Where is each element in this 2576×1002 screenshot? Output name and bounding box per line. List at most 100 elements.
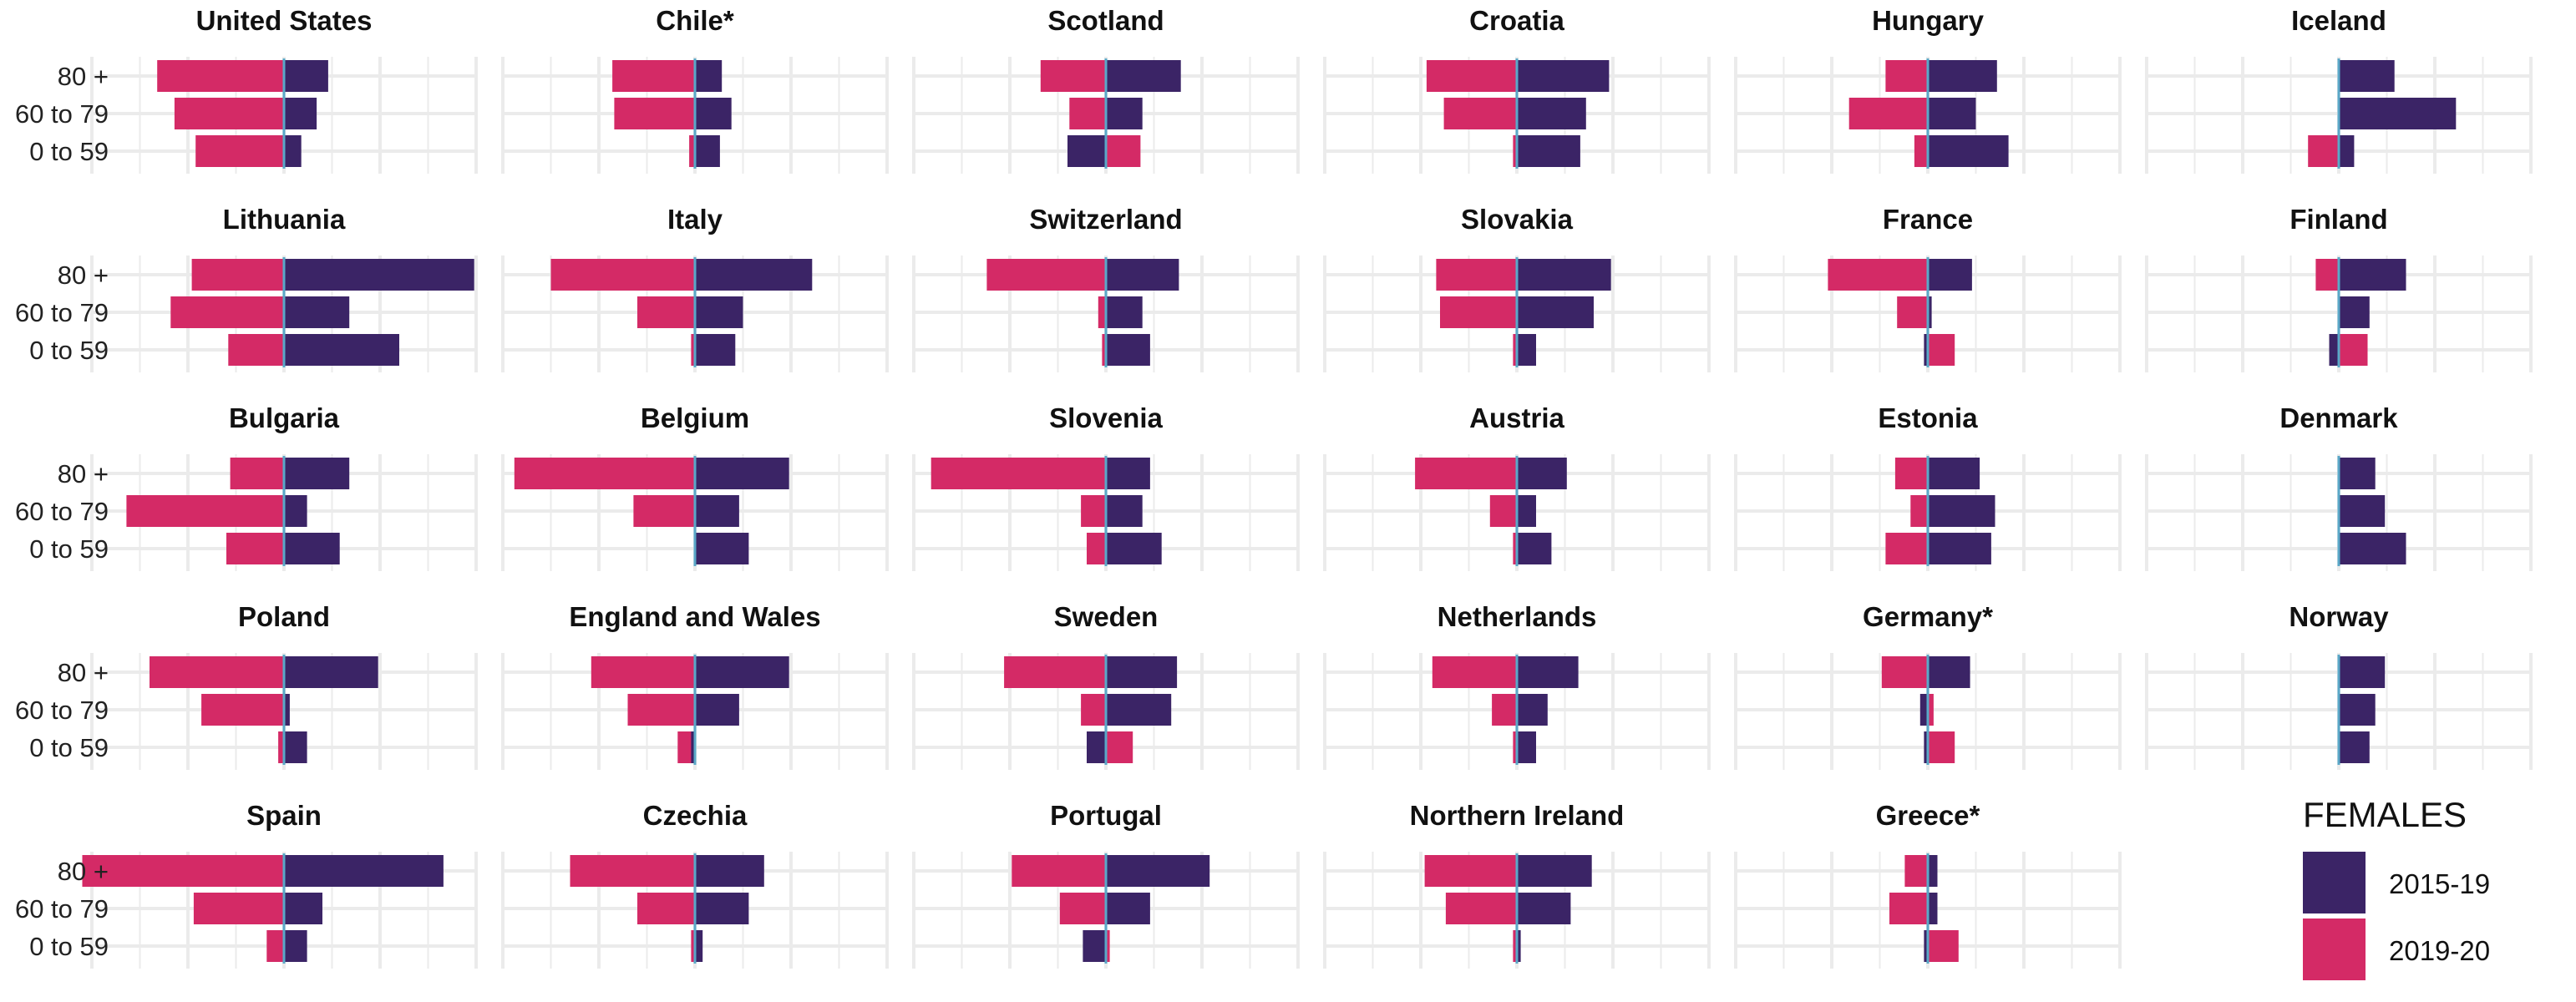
bar-2019-20 <box>201 694 284 726</box>
panel: Denmark <box>2145 402 2533 571</box>
age-tick-label: 80 + <box>58 261 109 290</box>
bar-2015-19 <box>1106 694 1172 726</box>
bar-2019-20 <box>150 656 284 688</box>
bar-2015-19 <box>1928 60 1997 92</box>
bar-2015-19 <box>284 694 290 726</box>
bar-2019-20 <box>1897 296 1928 328</box>
legend: FEMALES 2015-19 2019-20 <box>2303 795 2490 980</box>
bar-2019-20 <box>1828 259 1928 291</box>
bar-2015-19 <box>2339 296 2370 328</box>
bar-2015-19 <box>1517 930 1521 962</box>
panel: Bulgaria 80 + 60 to 79 0 to 59 <box>15 402 478 571</box>
bar-2015-19 <box>2339 731 2370 763</box>
panel-title: Greece* <box>1876 800 1980 831</box>
bar-2015-19 <box>695 259 813 291</box>
bar-2015-19 <box>2339 135 2355 167</box>
panel: Scotland <box>912 5 1300 174</box>
age-tick-label: 0 to 59 <box>29 336 109 365</box>
bar-2015-19 <box>1517 334 1536 366</box>
bar-2015-19 <box>1517 60 1610 92</box>
panel: Northern Ireland <box>1323 800 1711 969</box>
bar-2015-19 <box>695 930 703 962</box>
bar-2015-19 <box>1517 731 1536 763</box>
legend-entry-label: 2015-19 <box>2389 868 2490 899</box>
panel: Slovakia <box>1323 204 1711 372</box>
panel: Italy <box>501 204 889 372</box>
bar-2019-20 <box>1445 893 1517 924</box>
age-tick-label: 60 to 79 <box>15 99 109 129</box>
bar-2019-20 <box>1928 694 1934 726</box>
panel-title: Scotland <box>1047 5 1164 36</box>
bar-2015-19 <box>1106 855 1210 887</box>
bar-2015-19 <box>1517 296 1594 328</box>
bar-2015-19 <box>284 98 317 129</box>
bar-2019-20 <box>1081 495 1106 527</box>
bar-2015-19 <box>1928 533 1991 564</box>
bar-2015-19 <box>284 334 399 366</box>
bar-2015-19 <box>1106 893 1150 924</box>
bar-2015-19 <box>695 656 789 688</box>
bar-2019-20 <box>1881 656 1928 688</box>
bar-2015-19 <box>1517 495 1536 527</box>
age-tick-label: 80 + <box>58 459 109 488</box>
panel-title: Norway <box>2289 601 2389 632</box>
age-tick-label: 0 to 59 <box>29 137 109 166</box>
panel-title: Czechia <box>643 800 748 831</box>
bar-2019-20 <box>1106 135 1141 167</box>
bar-2015-19 <box>1517 533 1552 564</box>
panel-title: Italy <box>667 204 723 235</box>
bar-2015-19 <box>695 60 723 92</box>
bar-2019-20 <box>157 60 284 92</box>
bar-2019-20 <box>627 694 695 726</box>
panel-title: France <box>1883 204 1973 235</box>
bar-2015-19 <box>2339 694 2376 726</box>
bar-2019-20 <box>1415 458 1517 489</box>
panel-title: Sweden <box>1054 601 1159 632</box>
bar-2015-19 <box>2329 334 2339 366</box>
legend-entry-label: 2019-20 <box>2389 935 2490 966</box>
panel: France <box>1734 204 2122 372</box>
bar-2015-19 <box>1928 98 1976 129</box>
bar-2019-20 <box>689 135 695 167</box>
bar-2015-19 <box>1928 893 1938 924</box>
bar-2015-19 <box>695 893 749 924</box>
bar-2019-20 <box>1443 98 1517 129</box>
bar-2015-19 <box>1106 98 1143 129</box>
panel-title: Estonia <box>1878 402 1978 433</box>
panel: Czechia <box>501 800 889 969</box>
panel: Austria <box>1323 402 1711 571</box>
panel-title: Poland <box>238 601 330 632</box>
panel: Netherlands <box>1323 601 1711 770</box>
bar-2019-20 <box>1069 98 1106 129</box>
bar-2019-20 <box>1928 731 1955 763</box>
bar-2019-20 <box>637 893 695 924</box>
panel-title: Portugal <box>1050 800 1162 831</box>
legend-swatch <box>2303 852 2366 913</box>
bar-2015-19 <box>1928 259 1972 291</box>
panel: Switzerland <box>912 204 1300 372</box>
bar-2019-20 <box>1848 98 1928 129</box>
age-tick-label: 60 to 79 <box>15 696 109 725</box>
bar-2015-19 <box>284 135 302 167</box>
bar-2015-19 <box>284 731 307 763</box>
bar-2019-20 <box>1928 930 1959 962</box>
panel-title: Hungary <box>1872 5 1985 36</box>
age-tick-label: 0 to 59 <box>29 733 109 762</box>
bar-2015-19 <box>1517 694 1548 726</box>
bar-2019-20 <box>1059 893 1106 924</box>
panel: Sweden <box>912 601 1300 770</box>
bar-2019-20 <box>174 98 284 129</box>
bar-2019-20 <box>1440 296 1517 328</box>
panel: Poland 80 + 60 to 79 0 to 59 <box>15 601 478 770</box>
bar-2015-19 <box>695 694 739 726</box>
panel: United States 80 + 60 to 79 0 to 59 <box>15 5 478 174</box>
bar-2015-19 <box>1924 731 1928 763</box>
panel-title: Northern Ireland <box>1410 800 1625 831</box>
bar-2019-20 <box>591 656 695 688</box>
bar-2015-19 <box>1928 495 1995 527</box>
panel-title: Switzerland <box>1029 204 1182 235</box>
panel: Spain 80 + 60 to 79 0 to 59 <box>15 800 478 969</box>
bar-2015-19 <box>695 135 720 167</box>
bar-2019-20 <box>1492 694 1517 726</box>
